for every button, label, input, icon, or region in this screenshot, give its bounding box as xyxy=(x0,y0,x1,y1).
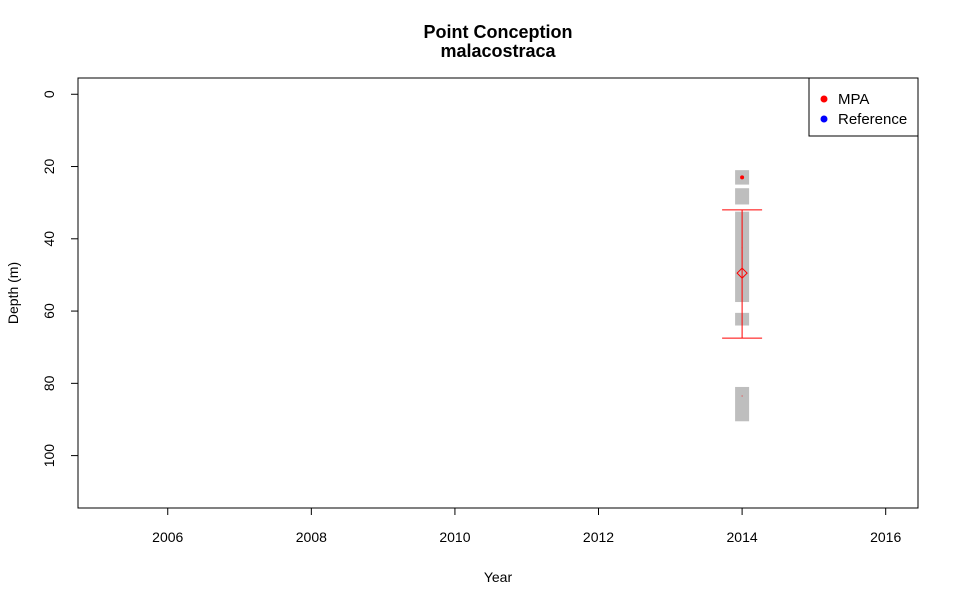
data-point xyxy=(741,247,743,249)
legend-box xyxy=(808,77,919,137)
legend-marker xyxy=(820,95,828,103)
summary-errorbars xyxy=(722,209,763,339)
data-points xyxy=(740,175,745,397)
legend-label: MPA xyxy=(838,91,869,108)
chart-subtitle: malacostraca xyxy=(440,41,556,61)
y-tick-label: 20 xyxy=(41,159,57,175)
x-tick-label: 2006 xyxy=(152,529,183,545)
depth-band xyxy=(735,188,750,205)
x-tick-label: 2008 xyxy=(296,529,327,545)
y-tick-label: 100 xyxy=(41,444,57,468)
y-axis-label: Depth (m) xyxy=(5,262,21,324)
legend-marker xyxy=(820,115,828,123)
y-tick-label: 80 xyxy=(41,375,57,391)
x-tick-label: 2012 xyxy=(583,529,614,545)
legend-label: Reference xyxy=(838,111,907,128)
legend: MPA Reference xyxy=(808,77,919,137)
x-tick-label: 2016 xyxy=(870,529,901,545)
x-axis: 2006 2008 2010 2012 2014 2016 xyxy=(152,507,901,545)
x-tick-label: 2010 xyxy=(439,529,470,545)
y-tick-label: 40 xyxy=(41,231,57,247)
y-tick-label: 60 xyxy=(41,303,57,319)
plot-frame xyxy=(77,77,919,509)
x-axis-label: Year xyxy=(484,569,513,585)
x-tick-label: 2014 xyxy=(727,529,758,545)
legend-entries: MPA Reference xyxy=(820,91,907,128)
depth-band xyxy=(735,386,750,422)
data-point xyxy=(740,175,745,180)
chart-title: Point Conception xyxy=(424,22,573,42)
y-tick-label: 0 xyxy=(41,90,57,98)
mean-diamond xyxy=(736,267,748,279)
data-point xyxy=(741,395,743,397)
y-axis: 0 20 40 60 80 100 xyxy=(41,90,79,468)
